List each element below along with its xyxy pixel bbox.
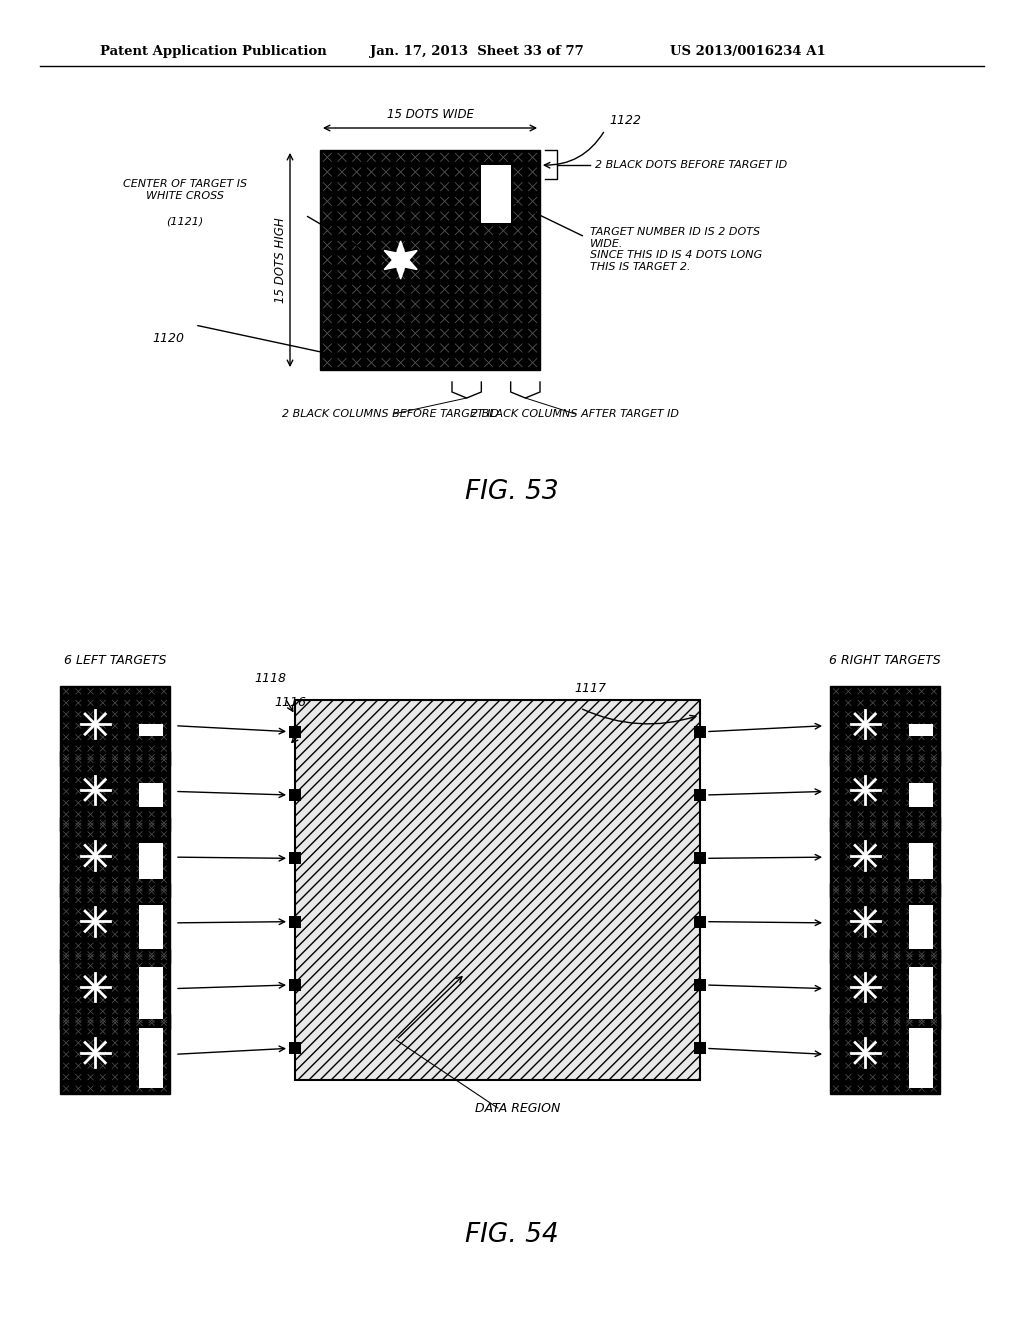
Bar — [694, 916, 706, 928]
Text: Jan. 17, 2013  Sheet 33 of 77: Jan. 17, 2013 Sheet 33 of 77 — [370, 45, 584, 58]
Text: 15 DOTS WIDE: 15 DOTS WIDE — [387, 107, 473, 120]
Bar — [694, 853, 706, 865]
Text: TARGET NUMBER ID IS 2 DOTS
WIDE.
SINCE THIS ID IS 4 DOTS LONG
THIS IS TARGET 2.: TARGET NUMBER ID IS 2 DOTS WIDE. SINCE T… — [590, 227, 762, 272]
Text: US 2013/0016234 A1: US 2013/0016234 A1 — [670, 45, 825, 58]
Text: 15 DOTS HIGH: 15 DOTS HIGH — [273, 216, 287, 302]
Bar — [289, 853, 301, 865]
Text: 6 RIGHT TARGETS: 6 RIGHT TARGETS — [829, 653, 941, 667]
Bar — [289, 916, 301, 928]
Text: 1118: 1118 — [254, 672, 286, 685]
Bar — [909, 843, 934, 879]
Text: FIG. 54: FIG. 54 — [465, 1222, 559, 1247]
Bar — [60, 751, 170, 832]
Text: 2 BLACK DOTS BEFORE TARGET ID: 2 BLACK DOTS BEFORE TARGET ID — [595, 160, 787, 170]
Bar — [60, 817, 170, 898]
Bar — [319, 150, 540, 370]
Bar — [139, 843, 164, 879]
Bar — [139, 723, 164, 735]
Bar — [830, 883, 940, 962]
Text: 1116: 1116 — [274, 697, 306, 710]
Bar — [694, 726, 706, 738]
Bar — [830, 817, 940, 898]
Text: 1117: 1117 — [574, 681, 606, 694]
Bar — [139, 904, 164, 949]
Bar — [909, 723, 934, 735]
Bar — [830, 685, 940, 766]
Polygon shape — [384, 242, 417, 279]
Bar — [694, 1043, 706, 1055]
Bar — [694, 979, 706, 991]
Text: 2 BLACK COLUMNS BEFORE TARGET ID: 2 BLACK COLUMNS BEFORE TARGET ID — [283, 409, 499, 418]
Bar — [139, 1028, 164, 1088]
Bar — [830, 1014, 940, 1094]
Text: FIG. 53: FIG. 53 — [465, 479, 559, 506]
Bar — [909, 904, 934, 949]
Bar — [139, 966, 164, 1019]
Text: DATA REGION: DATA REGION — [475, 1101, 560, 1114]
Bar — [139, 784, 164, 808]
Bar — [830, 949, 940, 1028]
Bar — [289, 979, 301, 991]
Bar — [60, 685, 170, 766]
Bar — [481, 165, 511, 223]
Text: 1122: 1122 — [609, 114, 641, 127]
Bar — [60, 1014, 170, 1094]
Bar — [289, 1043, 301, 1055]
Bar — [289, 726, 301, 738]
Bar — [909, 784, 934, 808]
Text: (1121): (1121) — [166, 216, 204, 227]
Text: 2 BLACK COLUMNS AFTER TARGET ID: 2 BLACK COLUMNS AFTER TARGET ID — [471, 409, 679, 418]
Bar — [909, 966, 934, 1019]
Text: 1120: 1120 — [152, 331, 184, 345]
Bar — [60, 883, 170, 962]
Bar — [295, 700, 700, 1080]
Bar — [830, 751, 940, 832]
Text: 6 LEFT TARGETS: 6 LEFT TARGETS — [63, 653, 166, 667]
Bar — [60, 949, 170, 1028]
Bar — [909, 1028, 934, 1088]
Bar — [289, 789, 301, 801]
Text: Patent Application Publication: Patent Application Publication — [100, 45, 327, 58]
Text: CENTER OF TARGET IS
WHITE CROSS: CENTER OF TARGET IS WHITE CROSS — [123, 180, 247, 201]
Bar — [694, 789, 706, 801]
